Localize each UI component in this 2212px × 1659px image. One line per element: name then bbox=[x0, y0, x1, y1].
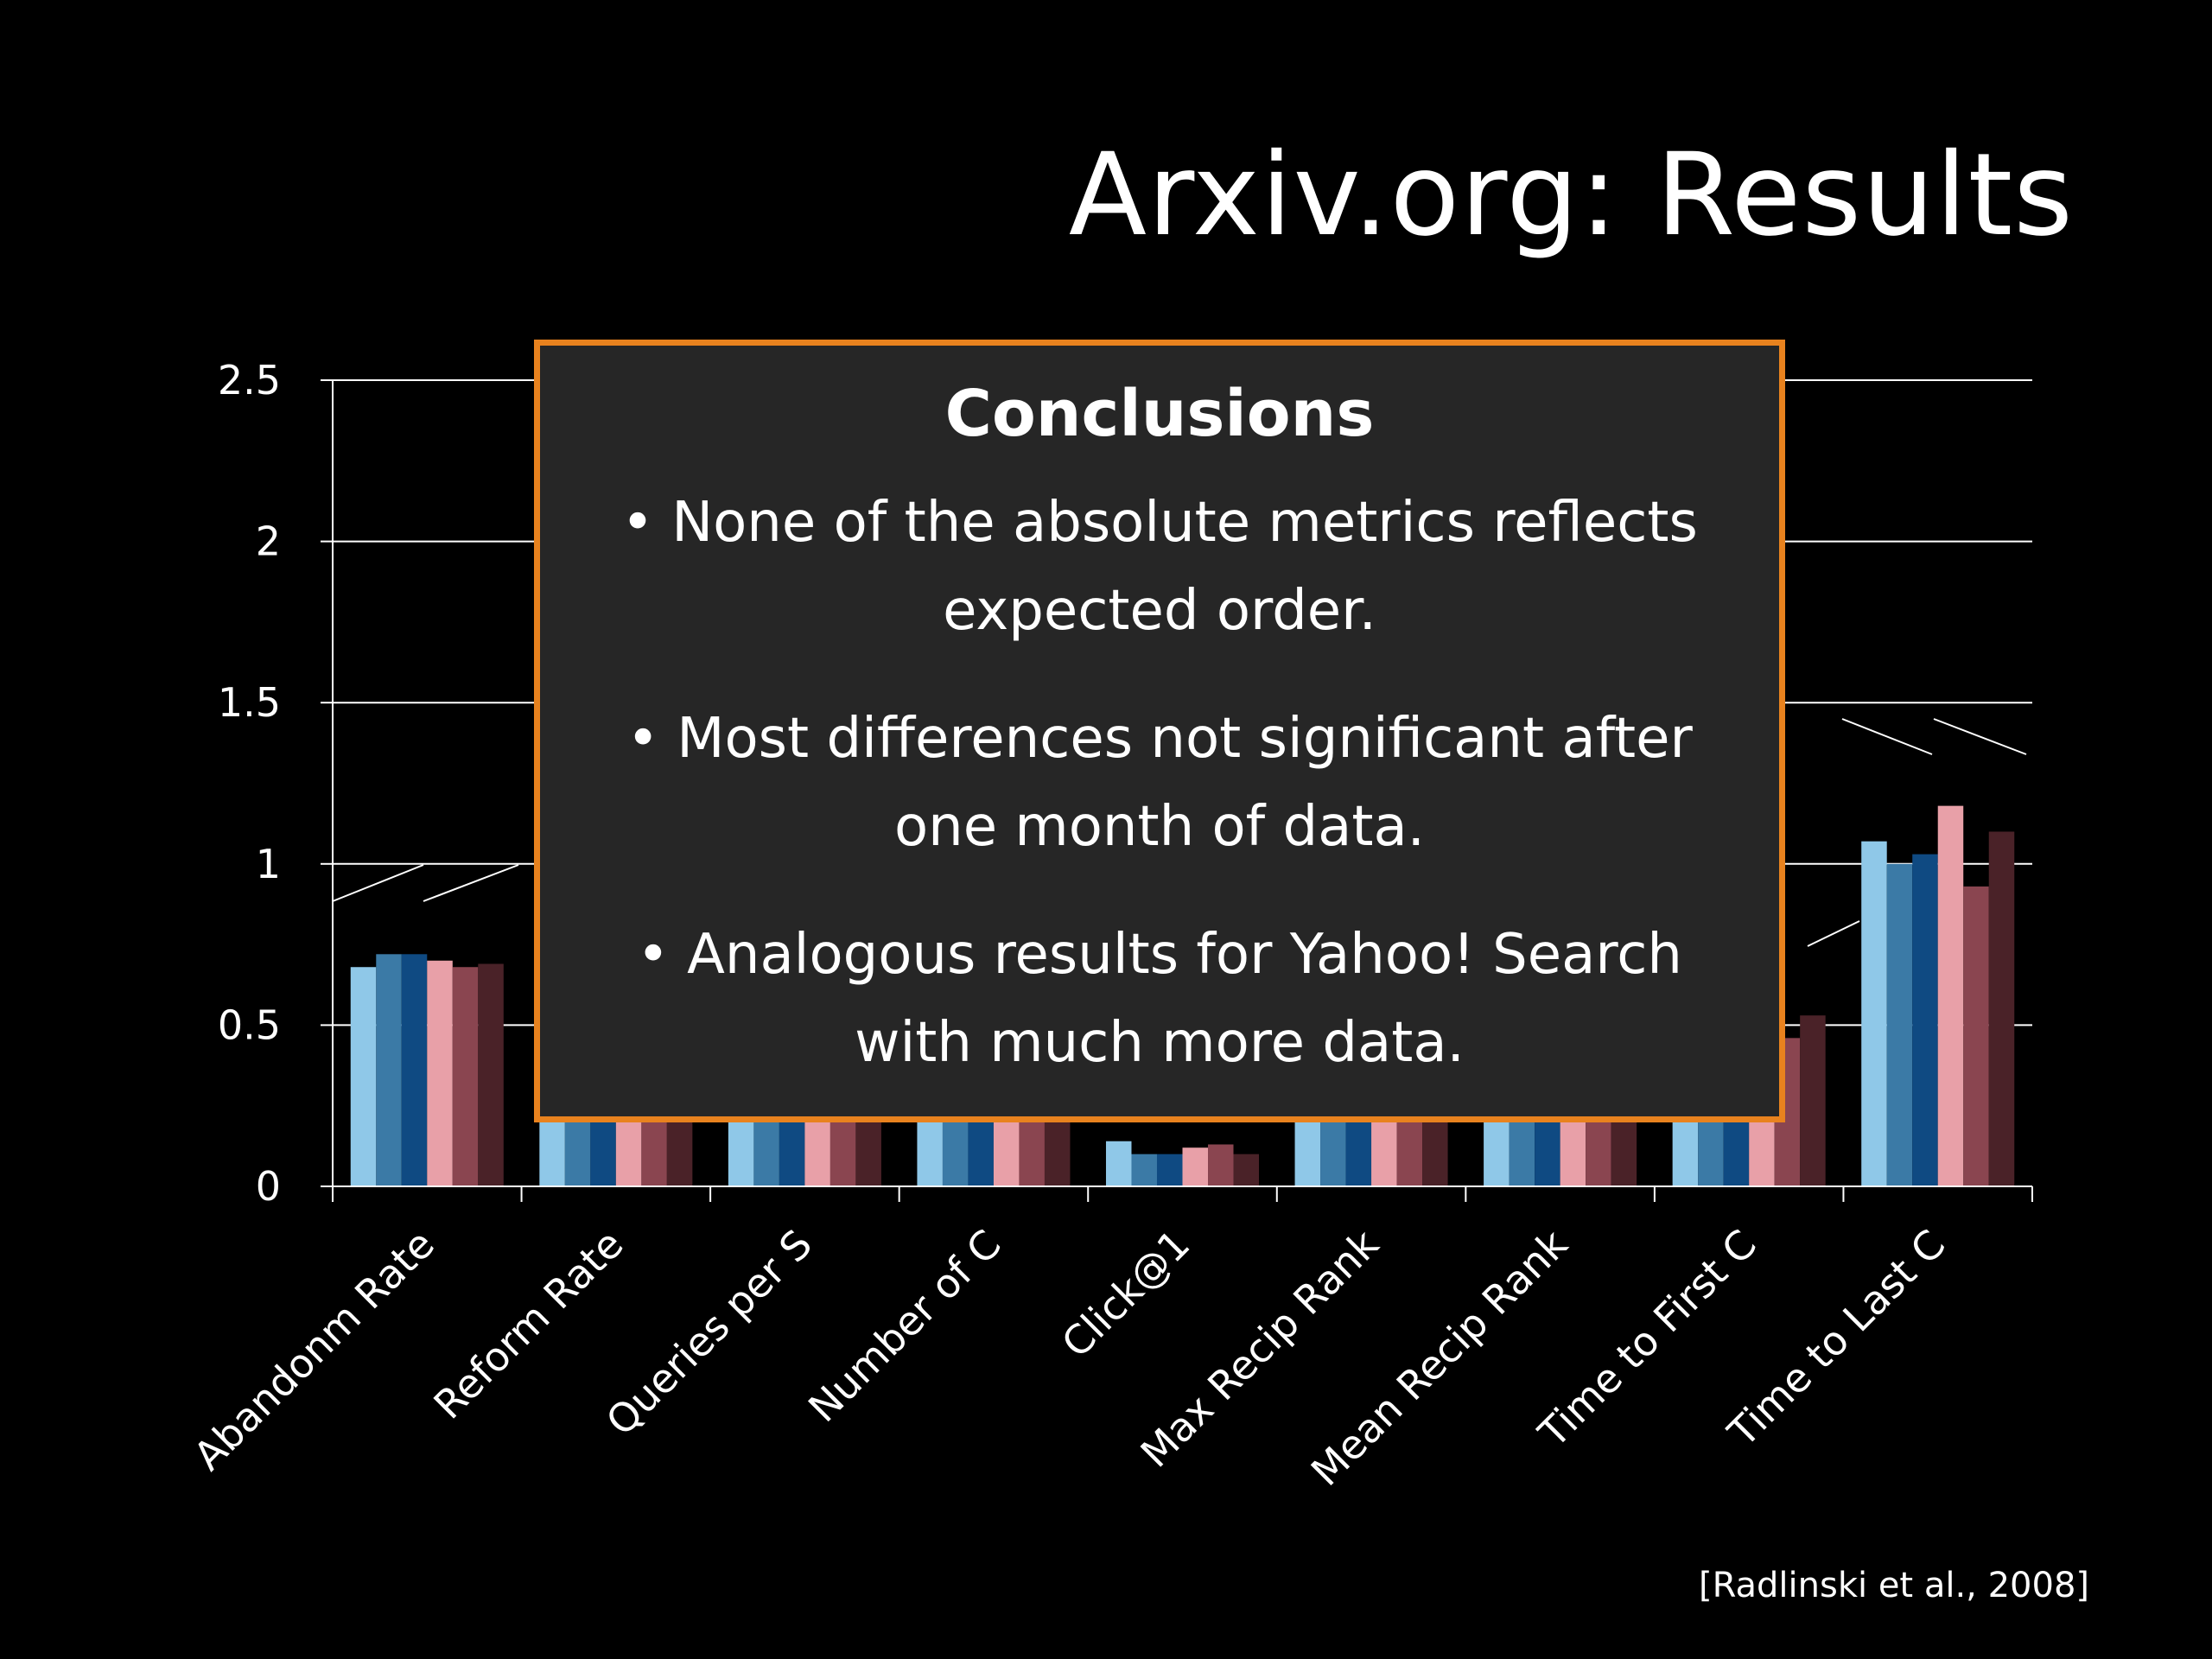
x-tick-label: Number of C bbox=[799, 1221, 1010, 1432]
axis-break-marks bbox=[332, 718, 2027, 947]
bar bbox=[1131, 1154, 1157, 1186]
y-tick-label: 2 bbox=[256, 518, 281, 565]
bar bbox=[376, 954, 402, 1186]
bar bbox=[1988, 831, 2015, 1186]
bar bbox=[1861, 841, 1887, 1186]
y-tick-label: 1 bbox=[256, 841, 281, 887]
conclusions-box: Conclusions • None of the absolute metri… bbox=[534, 340, 1785, 1122]
bar bbox=[1182, 1147, 1209, 1186]
conclusion-bullet: • None of the absolute metrics reflects … bbox=[621, 491, 1698, 643]
slide-title: Arxiv.org: Results bbox=[1068, 129, 2074, 262]
break-mark bbox=[423, 864, 519, 902]
y-tick-label: 0.5 bbox=[218, 1001, 281, 1048]
conclusion-bullet: • Analogous results for Yahoo! Search wi… bbox=[637, 923, 1682, 1075]
y-tick-label: 0 bbox=[256, 1163, 281, 1210]
conclusion-bullet: • Most differences not significant after… bbox=[626, 707, 1693, 859]
bar bbox=[478, 963, 504, 1186]
bar bbox=[1156, 1154, 1183, 1186]
bar bbox=[1963, 886, 1989, 1186]
bar bbox=[1233, 1154, 1260, 1186]
bar bbox=[401, 954, 428, 1186]
x-tick-label: Reform Rate bbox=[424, 1221, 632, 1428]
y-tick-label: 1.5 bbox=[218, 679, 281, 726]
axes bbox=[332, 380, 2033, 1202]
break-mark bbox=[1933, 718, 2027, 755]
bar bbox=[1886, 863, 1913, 1186]
break-mark bbox=[332, 864, 424, 902]
citation: [Radlinski et al., 2008] bbox=[1698, 1566, 2089, 1605]
bar bbox=[1208, 1144, 1234, 1186]
break-mark bbox=[1807, 920, 1860, 947]
bar bbox=[1800, 1015, 1826, 1186]
bar bbox=[1937, 805, 1964, 1186]
break-mark bbox=[1841, 718, 1933, 755]
bar bbox=[427, 960, 453, 1186]
y-tick-label: 2.5 bbox=[218, 357, 281, 404]
bar bbox=[1105, 1141, 1132, 1186]
bar bbox=[1912, 854, 1938, 1186]
x-tick-label: Abandonm Rate bbox=[185, 1221, 443, 1479]
conclusions-heading: Conclusions bbox=[944, 377, 1375, 451]
bar bbox=[452, 967, 479, 1186]
y-tick-labels: 0 0.5 1 1.5 2 2.5 bbox=[218, 357, 281, 1210]
x-tick-label: Click@1 bbox=[1052, 1221, 1198, 1367]
bar bbox=[350, 967, 377, 1186]
